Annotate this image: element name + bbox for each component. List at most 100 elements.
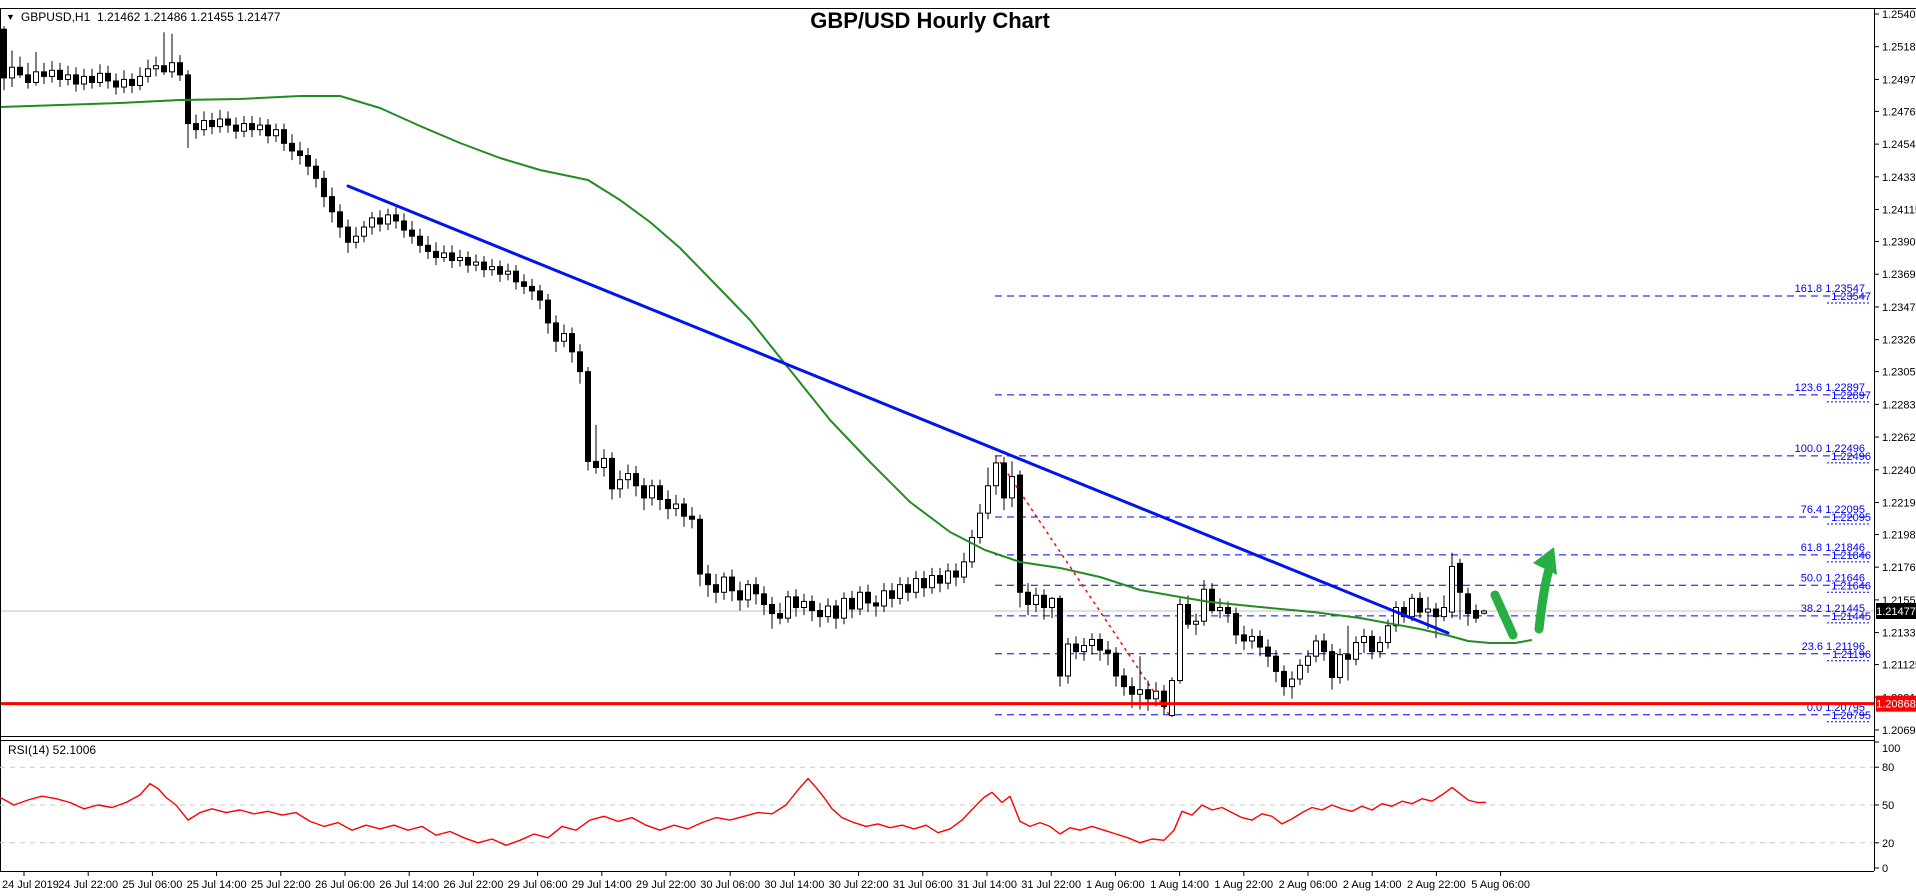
candle-body [225, 118, 231, 126]
candle-body [281, 129, 287, 144]
time-axis-label: 25 Jul 22:00 [251, 879, 311, 891]
candle-body [649, 485, 655, 499]
price-axis-label: 1.23260 [1882, 335, 1916, 347]
candle-body [273, 129, 279, 137]
candle-body [1297, 664, 1303, 680]
candle-body [1129, 686, 1135, 695]
candle-body [721, 576, 727, 593]
candle-body [105, 72, 111, 82]
rsi-line[interactable] [0, 777, 1487, 846]
candle-body [1169, 680, 1175, 717]
time-axis-label: 26 Jul 14:00 [379, 879, 439, 891]
time-axis-label: 1 Aug 14:00 [1150, 879, 1209, 891]
candle-body [1249, 635, 1255, 642]
candle-body [737, 590, 743, 601]
candle-body [537, 290, 543, 301]
candle-body [937, 575, 943, 584]
candle-body [41, 71, 47, 77]
candle-body [1161, 690, 1167, 707]
time-axis-label: 1 Aug 22:00 [1214, 879, 1273, 891]
rsi-scale-label: 50 [1882, 800, 1894, 812]
time-axis-label: 25 Jul 06:00 [122, 879, 182, 891]
candle-body [73, 74, 79, 85]
rsi-scale-label: 100 [1882, 743, 1900, 755]
candle-body [313, 165, 319, 179]
candle-body [409, 229, 415, 237]
price-axis-label: 1.22405 [1882, 465, 1916, 477]
ma-line[interactable] [0, 95, 1533, 644]
candle-body [1089, 638, 1095, 647]
candle-body [593, 460, 599, 468]
price-axis-label: 1.21125 [1882, 660, 1916, 672]
candle-body [913, 578, 919, 593]
candle-body [1473, 610, 1479, 619]
price-axis-label: 1.22190 [1882, 497, 1916, 509]
candle-body [385, 214, 391, 225]
candle-body [1393, 607, 1399, 627]
candle-body [1305, 655, 1311, 666]
symbol-info-bar: ▼ GBPUSD,H1 1.21462 1.21486 1.21455 1.214… [6, 10, 280, 24]
candle-body [1281, 670, 1287, 688]
fib-axis-price-label: 1.21846 [1831, 550, 1871, 562]
candle-body [761, 593, 767, 605]
candle-body [841, 597, 847, 619]
candle-body [153, 65, 159, 70]
candle-body [337, 211, 343, 228]
candle-body [553, 322, 559, 342]
up-arrow-shaft [1534, 561, 1555, 634]
candle-body [1, 28, 7, 79]
time-axis-label: 24 Jul 2019 [2, 879, 59, 891]
candle-body [905, 584, 911, 593]
candle-body [497, 266, 503, 275]
price-axis-label: 1.25185 [1882, 42, 1916, 54]
ohlc-readout: 1.21462 1.21486 1.21455 1.21477 [96, 10, 281, 24]
fib-level-label: 61.8 1.21846 [1801, 542, 1865, 554]
candle-body [137, 75, 143, 87]
candle-body [65, 74, 71, 80]
candle-body [457, 256, 463, 262]
candle-body [257, 124, 263, 131]
rsi-scale-label: 80 [1882, 762, 1894, 774]
time-axis-label: 29 Jul 06:00 [508, 879, 568, 891]
candle-body [953, 570, 959, 578]
candle-body [1001, 462, 1007, 499]
price-axis-label: 1.21980 [1882, 529, 1916, 541]
candle-body [449, 252, 455, 262]
candle-body [601, 457, 607, 468]
candle-body [57, 69, 63, 80]
candle-body [665, 498, 671, 510]
time-axis-label: 30 Jul 14:00 [764, 879, 824, 891]
fib-axis-price-label: 1.22897 [1831, 390, 1871, 402]
candle-body [353, 235, 359, 243]
projection-dotted-line[interactable] [999, 461, 1171, 717]
candle-body [977, 512, 983, 538]
time-axis-label: 26 Jul 06:00 [315, 879, 375, 891]
fib-level-label: 161.8 1.23547 [1795, 283, 1865, 295]
candle-body [1377, 642, 1383, 653]
price-axis-label: 1.22620 [1882, 432, 1916, 444]
price-axis-label: 1.21765 [1882, 562, 1916, 574]
candle-body [633, 473, 639, 487]
time-axis-label: 30 Jul 06:00 [700, 879, 760, 891]
time-axis-label: 31 Jul 06:00 [893, 879, 953, 891]
current-price-badge [1876, 603, 1916, 620]
symbol-dropdown-icon[interactable]: ▼ [6, 12, 15, 22]
time-axis-label: 1 Aug 06:00 [1086, 879, 1145, 891]
candle-body [1145, 689, 1151, 700]
candle-body [1073, 643, 1079, 653]
candle-body [1153, 690, 1159, 700]
candle-body [897, 584, 903, 599]
candle-body [345, 226, 351, 243]
candle-body [121, 78, 127, 88]
time-axis-label: 5 Aug 06:00 [1471, 879, 1530, 891]
candle-body [417, 235, 423, 246]
price-axis-label: 1.20695 [1882, 725, 1916, 737]
descending-trendline[interactable] [346, 184, 1450, 635]
candle-body [513, 270, 519, 283]
price-axis-label: 1.22835 [1882, 399, 1916, 411]
candle-body [713, 584, 719, 593]
candle-body [1177, 603, 1183, 682]
candle-body [249, 123, 255, 131]
price-axis-label: 1.25400 [1882, 9, 1916, 21]
